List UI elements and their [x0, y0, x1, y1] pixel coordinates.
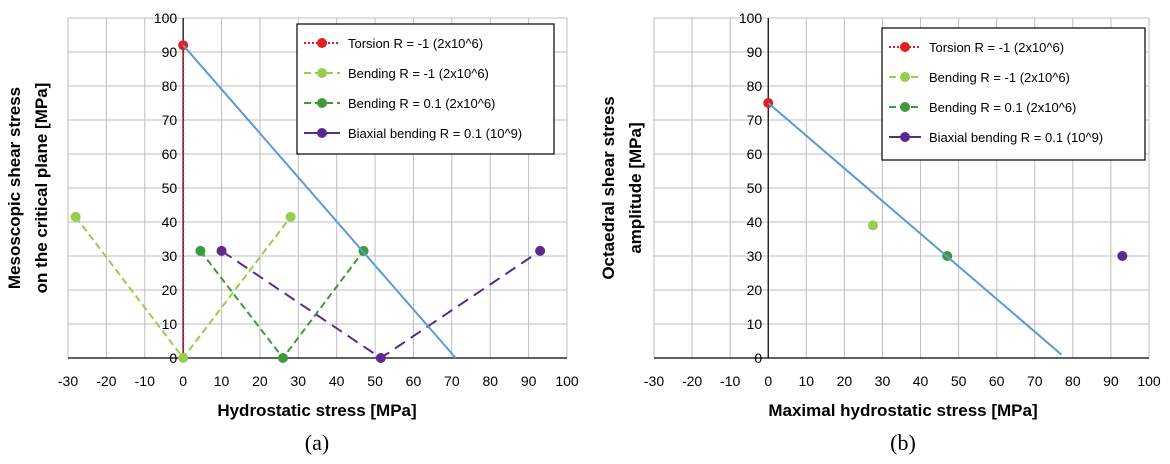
y-tick-label: 30 [747, 248, 763, 264]
x-tick-label: -20 [682, 373, 702, 389]
y-tick-label: 90 [747, 44, 763, 60]
y-tick-label: 70 [747, 112, 763, 128]
x-tick-label: 90 [1103, 373, 1119, 389]
x-tick-label: 50 [367, 373, 383, 389]
x-tick-label: 70 [444, 373, 460, 389]
data-point [375, 353, 386, 363]
legend: Torsion R = -1 (2x10^6) Bending R = -1 (2… [296, 23, 555, 155]
data-point [535, 245, 546, 256]
y-tick-label: 40 [747, 214, 763, 230]
legend-label: Biaxial bending R = 0.1 (10^9) [348, 126, 522, 141]
legend-label: Bending R = 0.1 (2x10^6) [929, 100, 1076, 115]
x-tick-label: -10 [135, 373, 155, 389]
y-tick-label: 30 [162, 248, 178, 264]
x-tick-label: 0 [179, 373, 187, 389]
y-tick-label: 70 [162, 112, 178, 128]
y-tick-label: 0 [169, 350, 177, 366]
x-tick-label: 30 [291, 373, 307, 389]
y-tick-label: 50 [747, 180, 763, 196]
x-tick-label: 80 [482, 373, 498, 389]
chart-a: -30 -20 -10 0 10 20 30 40 50 60 70 80 90 100 0 10 20 30 40… [5, 10, 579, 455]
data-point [285, 211, 296, 222]
y-tick-label: 60 [162, 146, 178, 162]
data-point [195, 245, 206, 256]
y-tick-label: 40 [162, 214, 178, 230]
y-tick-label: 80 [162, 78, 178, 94]
x-tick-label: 70 [1027, 373, 1043, 389]
legend-label: Bending R = 0.1 (2x10^6) [348, 96, 495, 111]
x-tick-label: 10 [214, 373, 230, 389]
legend-marker [317, 98, 327, 108]
x-tick-label: 10 [799, 373, 815, 389]
y-tick-label: 0 [754, 350, 762, 366]
legend-marker [900, 102, 910, 112]
x-tick-label: 80 [1065, 373, 1081, 389]
x-tick-label: 20 [837, 373, 853, 389]
y-tick-label: 10 [747, 316, 763, 332]
series-line [182, 44, 457, 359]
x-tick-label: 0 [764, 373, 772, 389]
x-tick-label: 30 [875, 373, 891, 389]
x-tick-label: 20 [252, 373, 268, 389]
legend-label: Torsion R = -1 (2x10^6) [348, 36, 483, 51]
x-tick-label: -30 [644, 373, 664, 389]
x-tick-label: -20 [96, 373, 116, 389]
legend-marker [900, 42, 910, 52]
legend-marker [317, 38, 327, 48]
data-point [1117, 251, 1128, 261]
legend: Torsion R = -1 (2x10^6) Bending R = -1 (2… [881, 27, 1146, 161]
data-point [867, 220, 878, 231]
legend-label: Bending R = -1 (2x10^6) [348, 66, 489, 81]
y-axis-title: on the critical plane [MPa] [32, 83, 51, 294]
legend-label: Biaxial bending R = 0.1 (10^9) [929, 130, 1103, 145]
figure-caption: (a) [305, 430, 329, 455]
x-tick-label: -10 [720, 373, 740, 389]
legend-marker [900, 132, 910, 142]
legend-box [881, 27, 1146, 161]
data-point [178, 353, 189, 363]
x-tick-label: 60 [406, 373, 422, 389]
x-axis-title: Maximal hydrostatic stress [MPa] [768, 401, 1037, 420]
legend-marker [317, 128, 327, 138]
x-tick-label: 40 [913, 373, 929, 389]
legend-label: Torsion R = -1 (2x10^6) [929, 40, 1064, 55]
x-tick-label: 90 [521, 373, 537, 389]
legend-label: Bending R = -1 (2x10^6) [929, 70, 1070, 85]
figure-caption: (b) [890, 430, 916, 455]
x-tick-label: -30 [58, 373, 78, 389]
y-tick-label: 20 [747, 282, 763, 298]
y-tick-label: 100 [739, 10, 763, 26]
data-point [277, 353, 288, 363]
y-axis-title: Mesoscopic shear stress [5, 87, 24, 289]
x-tick-label: 100 [555, 373, 579, 389]
x-tick-label: 50 [951, 373, 967, 389]
x-tick-label: 100 [1137, 373, 1161, 389]
y-tick-label: 10 [162, 316, 178, 332]
y-axis-title: Octaedral shear stress [599, 96, 618, 279]
chart-b: -30 -20 -10 0 10 20 30 40 50 60 70 80 90 100 0 10 20 30 40… [599, 10, 1161, 455]
legend-marker [900, 72, 910, 82]
x-axis-title: Hydrostatic stress [MPa] [217, 401, 416, 420]
y-tick-label: 20 [162, 282, 178, 298]
y-tick-label: 50 [162, 180, 178, 196]
legend-marker [317, 68, 327, 78]
y-axis-title: amplitude [MPa] [626, 122, 645, 253]
x-tick-label: 60 [989, 373, 1005, 389]
y-tick-label: 80 [747, 78, 763, 94]
x-tick-label: 40 [329, 373, 345, 389]
y-tick-label: 60 [747, 146, 763, 162]
y-tick-label: 90 [162, 44, 178, 60]
series-line [767, 102, 1063, 356]
data-point [216, 245, 227, 256]
data-point [70, 211, 81, 222]
y-tick-label: 100 [154, 10, 178, 26]
